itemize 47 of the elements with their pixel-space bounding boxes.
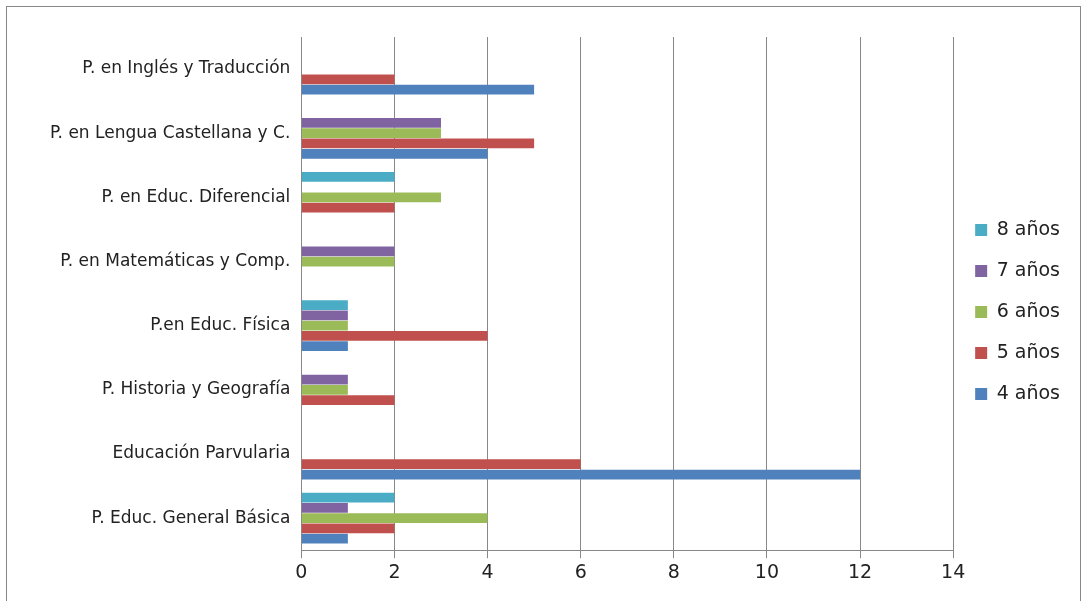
bar [301,171,395,182]
bar [301,384,348,395]
y-tick-label: P. Historia y Geografía [102,378,291,399]
bar [301,469,861,480]
bar [301,256,395,267]
bar [301,138,535,149]
bar [301,374,348,385]
y-tick-label: P. en Educ. Diferencial [101,185,291,206]
bar [301,341,348,352]
x-tick-label: 8 [667,559,680,582]
bar [301,192,441,203]
x-tick-label: 2 [388,559,401,582]
bar [301,523,395,534]
bar [301,502,348,513]
x-tick-label: 4 [481,559,494,582]
legend-label: 6 años [996,298,1061,321]
x-tick-label: 14 [941,559,966,582]
bar [301,310,348,321]
bar [301,118,441,128]
bar [301,74,395,85]
bar [301,395,395,405]
y-tick-label: P. en Lengua Castellana y C. [50,121,291,142]
bar [301,533,348,544]
x-tick-label: 10 [754,559,780,582]
bar [301,148,488,159]
bar [301,84,535,95]
legend-label: 4 años [996,380,1061,403]
bar [301,202,395,213]
x-tick-label: 0 [295,559,308,582]
y-tick-label: Educación Parvularia [112,442,291,463]
x-tick-label: 6 [574,559,587,582]
bar [301,320,348,331]
y-tick-label: P. en Inglés y Traducción [82,57,291,78]
bar [301,128,441,139]
bar [301,492,395,503]
y-tick-label: P. Educ. General Básica [91,506,291,527]
bar [301,300,348,311]
bar [301,513,488,523]
legend-label: 5 años [996,339,1061,362]
bar [301,331,488,341]
legend-label: 8 años [996,216,1061,239]
bar [301,246,395,257]
bar [301,459,581,470]
x-tick-label: 12 [847,559,873,582]
legend-label: 7 años [996,257,1061,280]
y-tick-label: P. en Matemáticas y Comp. [60,249,291,270]
y-tick-label: P.en Educ. Física [150,314,291,335]
